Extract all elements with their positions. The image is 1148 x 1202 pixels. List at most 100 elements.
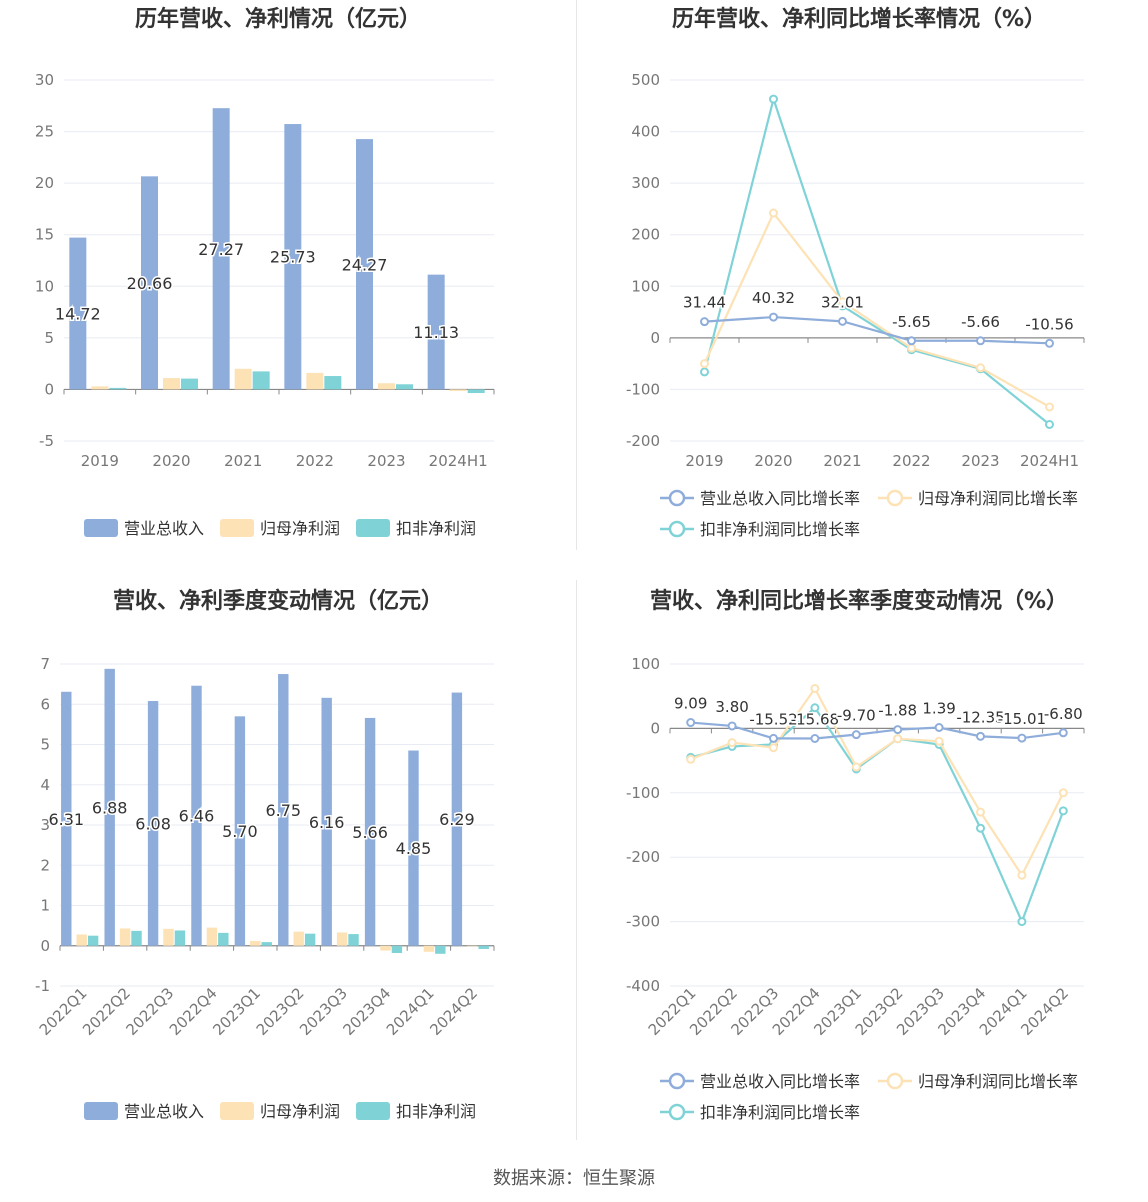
legend-label: 营业总收入 — [124, 1102, 204, 1121]
bar-deducted-profit — [435, 945, 446, 954]
y-tick-label: 6 — [40, 695, 50, 713]
chart-title: 历年营收、净利同比增长率情况（%） — [672, 6, 1046, 32]
line-data-label: -9.70 — [837, 707, 876, 725]
x-tick-label: 2019 — [81, 452, 119, 470]
bar-revenue — [61, 691, 72, 946]
line-data-label: 9.09 — [674, 695, 707, 713]
annual-revenue-profit-svg: 历年营收、净利情况（亿元） -5 0 5 10 15 20 25 30 2019 2020 2021 2… — [35, 6, 495, 538]
series-line-parent-profit — [703, 210, 1051, 408]
y-tick-label: 1 — [40, 897, 50, 915]
legend-label: 归母净利润 — [260, 1102, 340, 1121]
y-tick-label: 400 — [631, 123, 660, 141]
series-point — [838, 316, 847, 326]
y-tick-label: -1 — [35, 977, 50, 995]
bar-parent-profit — [423, 945, 435, 952]
line-data-label: -5.65 — [892, 313, 931, 331]
legend-marker — [886, 1072, 904, 1090]
legend-label: 扣非净利润 — [396, 1102, 476, 1121]
series-point — [1058, 728, 1068, 738]
series-line-parent-profit — [690, 686, 1065, 878]
y-tick-label: -100 — [626, 380, 660, 398]
bar-data-label: 6.75 — [265, 801, 301, 820]
series-point — [1017, 917, 1027, 927]
y-tick-label: 100 — [631, 277, 660, 295]
y-tick-label: -100 — [626, 784, 660, 802]
line-data-label: 1.39 — [922, 700, 955, 718]
bar-deducted-profit — [109, 387, 127, 390]
x-tick-label: 2019 — [685, 452, 723, 470]
y-tick-label: 100 — [631, 655, 660, 673]
series-point — [700, 367, 709, 377]
annual-growth-rate-chart: 历年营收、净利同比增长率情况（%） -200 -100 0 100 200 300 400 50… — [578, 0, 1148, 560]
bar-data-label: 6.46 — [179, 807, 215, 826]
line-data-label: 32.01 — [821, 293, 864, 311]
series-point — [851, 762, 861, 772]
series-point — [686, 718, 696, 728]
bar-data-label: 14.72 — [55, 305, 101, 324]
bar-revenue — [147, 701, 159, 946]
bar-revenue — [356, 139, 373, 390]
line-data-label: -15.68 — [791, 710, 839, 728]
line-data-label: -6.80 — [1044, 705, 1083, 723]
chart-title: 营收、净利同比增长率季度变动情况（%） — [650, 588, 1068, 614]
series-point — [686, 754, 696, 764]
bar-revenue — [427, 274, 445, 390]
bar-data-label: 6.29 — [439, 810, 475, 829]
legend-label: 扣非净利润 — [396, 519, 476, 538]
series-point — [727, 738, 737, 748]
annual-growth-rate-svg: 历年营收、净利同比增长率情况（%） -200 -100 0 100 200 300 400 50… — [626, 6, 1085, 539]
series-point — [907, 343, 916, 353]
y-tick-label: 0 — [650, 329, 660, 347]
line-data-label: -15.01 — [998, 710, 1046, 728]
bar-revenue — [141, 176, 158, 390]
x-tick-label: 2022 — [296, 452, 334, 470]
bar-revenue — [364, 717, 376, 946]
bar-data-label: 11.13 — [413, 323, 459, 342]
y-tick-label: 5 — [44, 329, 54, 347]
y-tick-label: 15 — [35, 226, 54, 244]
y-tick-label: 300 — [631, 174, 660, 192]
line-data-label: -1.88 — [878, 702, 917, 720]
series-line-deducted-profit — [703, 95, 1051, 426]
chart-title: 历年营收、净利情况（亿元） — [135, 6, 421, 32]
series-line-revenue — [704, 315, 1050, 345]
legend-label: 扣非净利润同比增长率 — [700, 1103, 860, 1122]
y-tick-label: -300 — [626, 913, 660, 931]
legend-label: 营业总收入同比增长率 — [700, 1072, 860, 1091]
bar-deducted-profit — [218, 932, 229, 946]
bar-revenue — [408, 750, 419, 946]
series-point — [769, 733, 778, 743]
series-point — [1058, 788, 1068, 798]
vertical-divider-top — [576, 0, 577, 550]
bar-parent-profit — [250, 940, 261, 946]
bar-deducted-profit — [261, 942, 272, 946]
bar-data-label: 5.66 — [352, 823, 388, 842]
bar-deducted-profit — [396, 384, 413, 390]
annual-revenue-profit-chart: 历年营收、净利情况（亿元） -5 0 5 10 15 20 25 30 2019 2020 2021 2… — [0, 0, 576, 560]
y-tick-label: 10 — [35, 277, 54, 295]
legend-marker — [886, 489, 904, 507]
legend-swatch — [220, 1102, 254, 1120]
x-tick-label: 2024H1 — [429, 452, 488, 470]
x-tick-label: 2020 — [152, 452, 190, 470]
legend-swatch — [356, 519, 390, 537]
legend-swatch — [220, 519, 254, 537]
legend-label: 归母净利润同比增长率 — [918, 1072, 1078, 1091]
legend-marker — [668, 489, 686, 507]
series-point — [934, 736, 944, 746]
y-tick-label: 4 — [40, 776, 50, 794]
bar-parent-profit — [293, 931, 304, 946]
bar-deducted-profit — [304, 933, 316, 946]
bar-revenue — [191, 685, 202, 946]
y-tick-label: 20 — [35, 174, 54, 192]
series-line-revenue — [690, 721, 1064, 740]
bar-revenue — [321, 697, 332, 946]
x-tick-label: 2024H1 — [1020, 452, 1079, 470]
series-line-deducted-profit — [690, 706, 1065, 925]
series-point — [1045, 402, 1054, 412]
bar-data-label: 24.27 — [342, 255, 388, 274]
y-tick-label: 0 — [44, 380, 54, 398]
bar-deducted-profit — [324, 376, 342, 390]
bar-parent-profit — [306, 372, 324, 390]
series-point — [893, 734, 903, 744]
